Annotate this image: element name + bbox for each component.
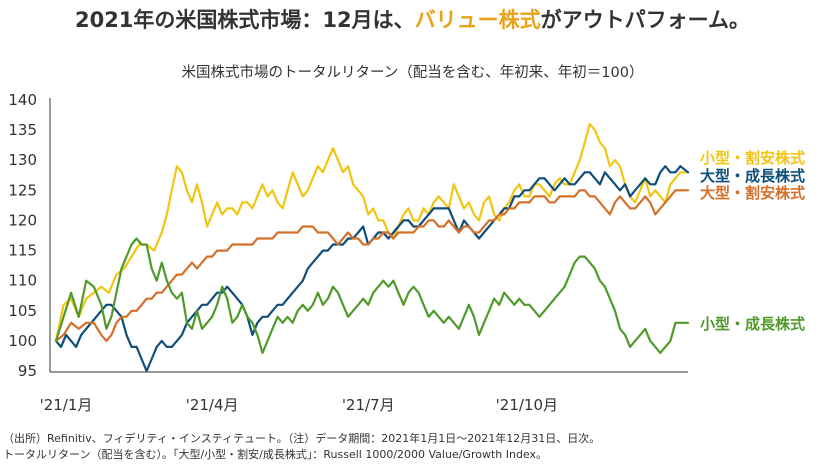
- footnote-line-1: （出所）Refinitiv、フィデリティ・インスティテュート。（注）データ期間：…: [3, 432, 601, 445]
- footnote-line-2: トータルリターン（配当を含む）。「大型/小型・割安/成長株式」：Russell …: [3, 448, 548, 461]
- y-tick-label: 130: [8, 151, 37, 169]
- headline-highlight: バリュー株式: [414, 8, 541, 32]
- y-tick-labels: 95 100 105 110 115 120 125 130 135 140: [8, 91, 37, 380]
- y-tick-label: 135: [8, 121, 37, 139]
- y-tick-label: 120: [8, 211, 37, 229]
- x-tick-label: '21/1月: [40, 396, 93, 414]
- series-line-2: [54, 189, 690, 342]
- x-tick-label: '21/7月: [342, 396, 395, 414]
- x-tick-label: '21/10月: [496, 396, 558, 414]
- chart-title: 米国株式市場のトータルリターン（配当を含む、年初来、年初＝100）: [181, 65, 644, 81]
- series-line-3: [54, 237, 690, 354]
- y-tick-label: 115: [8, 242, 37, 260]
- y-tick-label: 105: [8, 302, 37, 320]
- series-line-0: [54, 123, 690, 342]
- x-tick-labels: '21/1月 '21/4月 '21/7月 '21/10月: [40, 396, 558, 414]
- y-tick-label: 140: [8, 91, 37, 109]
- y-tick-label: 110: [8, 272, 37, 290]
- series-label: 大型・割安株式: [700, 184, 805, 202]
- series-label: 小型・成長株式: [700, 315, 805, 333]
- y-tick-label: 95: [18, 362, 37, 380]
- series-label: 大型・成長株式: [700, 167, 805, 185]
- y-tick-label: 100: [8, 332, 37, 350]
- series-lines: [54, 123, 690, 373]
- headline-suffix: がアウトパフォーム。: [540, 8, 751, 32]
- x-tick-label: '21/4月: [186, 396, 239, 414]
- y-tick-label: 125: [8, 181, 37, 199]
- series-label: 小型・割安株式: [700, 149, 805, 167]
- headline-prefix: 2021年の米国株式市場：12月は、: [74, 8, 415, 32]
- headline: 2021年の米国株式市場：12月は、バリュー株式がアウトパフォーム。: [0, 4, 825, 34]
